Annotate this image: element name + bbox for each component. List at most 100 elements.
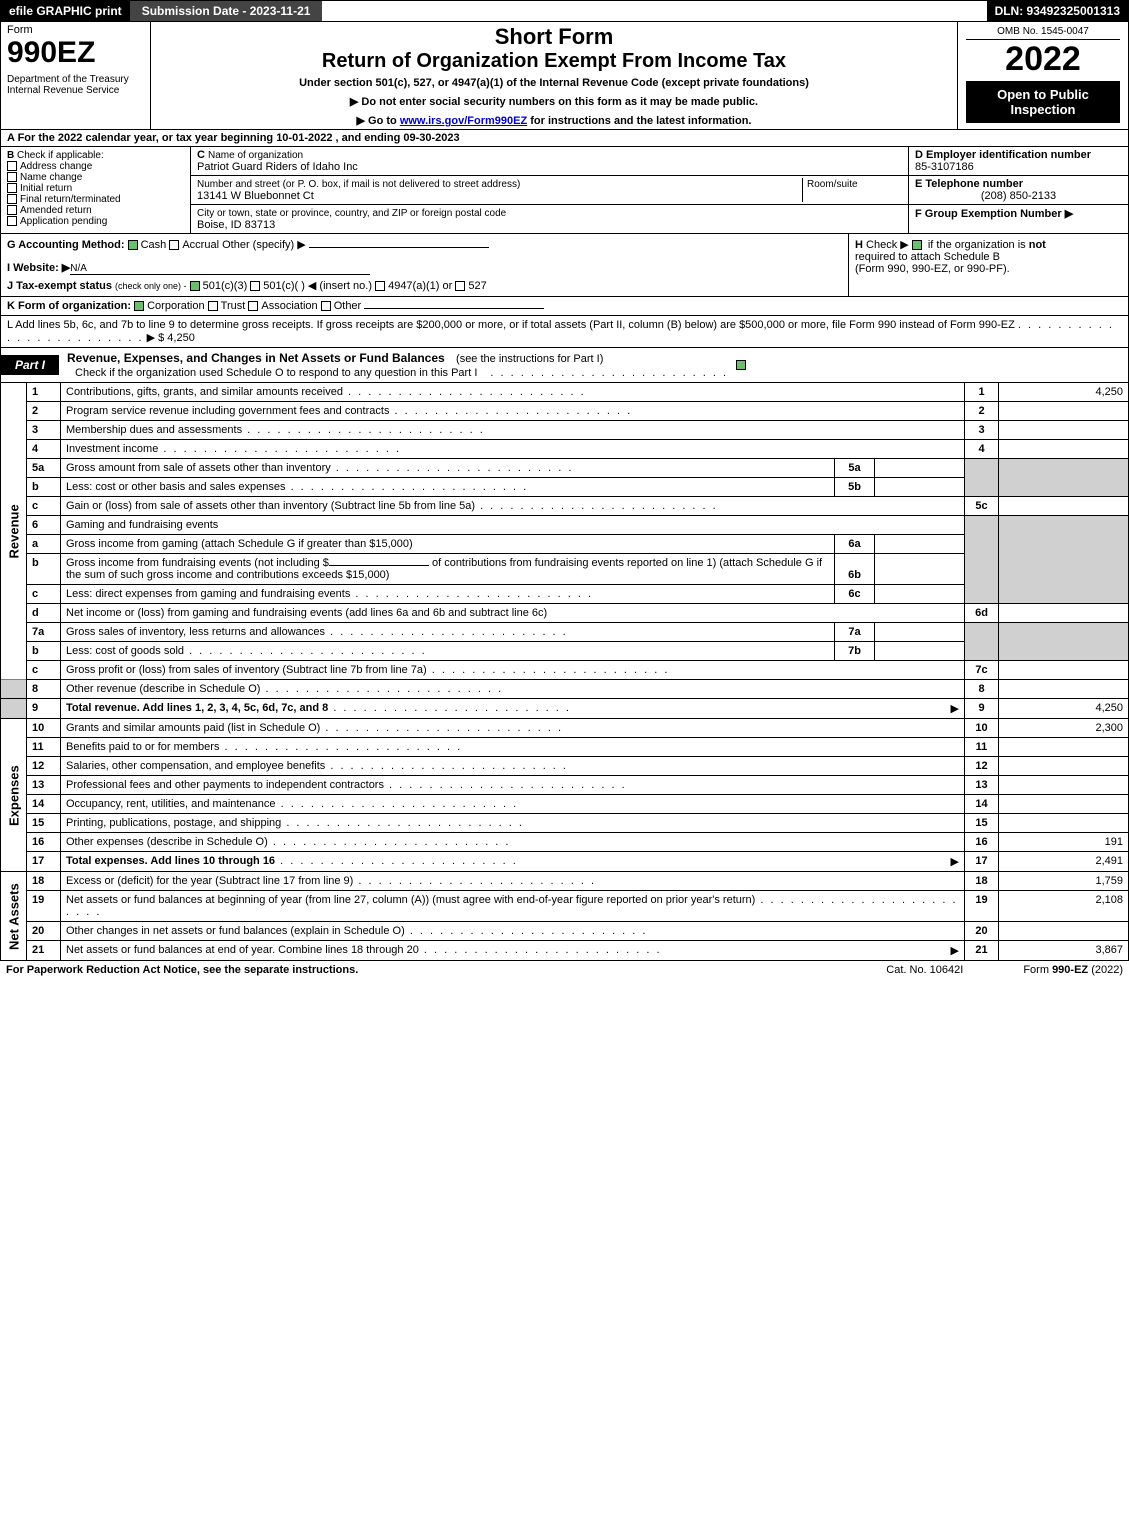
h-check: Check ▶ bbox=[866, 239, 909, 251]
lbl-other-org: Other bbox=[334, 300, 362, 312]
l-amount: 4,250 bbox=[167, 332, 195, 344]
chk-schedule-o[interactable] bbox=[736, 360, 746, 370]
part1-table: Revenue 1 Contributions, gifts, grants, … bbox=[0, 383, 1129, 961]
form-number: 990EZ bbox=[7, 36, 144, 70]
chk-application-pending[interactable] bbox=[7, 216, 17, 226]
goto-pre: ▶ Go to bbox=[357, 115, 400, 127]
website: N/A bbox=[70, 263, 370, 275]
g-label: G Accounting Method: bbox=[7, 239, 125, 251]
line-10: Expenses10Grants and similar amounts pai… bbox=[1, 719, 1129, 738]
chk-other-org[interactable] bbox=[321, 301, 331, 311]
part1-dots bbox=[477, 367, 728, 379]
line-18: Net Assets18Excess or (deficit) for the … bbox=[1, 872, 1129, 891]
k-label: K Form of organization: bbox=[7, 300, 131, 312]
part1-paren: (see the instructions for Part I) bbox=[448, 353, 603, 365]
line-5b: bLess: cost or other basis and sales exp… bbox=[1, 478, 1129, 497]
line-6c: cLess: direct expenses from gaming and f… bbox=[1, 585, 1129, 604]
b-letter: B bbox=[7, 150, 14, 161]
room-label: Room/suite bbox=[807, 179, 858, 190]
footer-catno: Cat. No. 10642I bbox=[886, 964, 963, 976]
box-def: D Employer identification number 85-3107… bbox=[908, 147, 1128, 233]
f-label: F Group Exemption Number ▶ bbox=[915, 208, 1073, 220]
line-6a: aGross income from gaming (attach Schedu… bbox=[1, 535, 1129, 554]
lbl-address-change: Address change bbox=[20, 161, 92, 172]
lbl-association: Association bbox=[261, 300, 317, 312]
other-org-input[interactable] bbox=[364, 308, 544, 309]
footer-left: For Paperwork Reduction Act Notice, see … bbox=[6, 964, 358, 976]
line-7a: 7aGross sales of inventory, less returns… bbox=[1, 623, 1129, 642]
chk-501c[interactable] bbox=[250, 281, 260, 291]
row-l: L Add lines 5b, 6c, and 7b to line 9 to … bbox=[0, 316, 1129, 348]
line-14: 14Occupancy, rent, utilities, and mainte… bbox=[1, 795, 1129, 814]
h-t4: (Form 990, 990-EZ, or 990-PF). bbox=[855, 263, 1010, 275]
lbl-application-pending: Application pending bbox=[20, 216, 107, 227]
line6b-amount-input[interactable] bbox=[329, 565, 429, 566]
c-letter: C bbox=[197, 149, 205, 161]
org-name: Patriot Guard Riders of Idaho Inc bbox=[197, 161, 358, 173]
city-state-zip: Boise, ID 83713 bbox=[197, 219, 275, 231]
chk-501c3[interactable] bbox=[190, 281, 200, 291]
j-label: J Tax-exempt status bbox=[7, 280, 112, 292]
netassets-vlabel: Net Assets bbox=[1, 872, 27, 961]
instruction-ssn: ▶ Do not enter social security numbers o… bbox=[157, 95, 951, 108]
h-t3: required to attach Schedule B bbox=[855, 251, 1000, 263]
line-1: Revenue 1 Contributions, gifts, grants, … bbox=[1, 383, 1129, 402]
h-not: not bbox=[1029, 239, 1046, 251]
lbl-4947: 4947(a)(1) or bbox=[388, 280, 452, 292]
h-letter: H bbox=[855, 239, 863, 251]
section-bcdef: B Check if applicable: Address change Na… bbox=[0, 147, 1129, 234]
department: Department of the Treasury Internal Reve… bbox=[7, 74, 144, 96]
irs-link[interactable]: www.irs.gov/Form990EZ bbox=[400, 115, 527, 127]
part1-tab: Part I bbox=[1, 355, 59, 375]
lbl-other-method: Other (specify) ▶ bbox=[222, 239, 306, 251]
chk-final-return[interactable] bbox=[7, 194, 17, 204]
chk-corporation[interactable] bbox=[134, 301, 144, 311]
city-label: City or town, state or province, country… bbox=[197, 208, 506, 219]
dln: DLN: 93492325001313 bbox=[987, 1, 1128, 21]
section-gh: G Accounting Method: Cash Accrual Other … bbox=[0, 234, 1129, 297]
line-4: 4Investment income4 bbox=[1, 440, 1129, 459]
line-15: 15Printing, publications, postage, and s… bbox=[1, 814, 1129, 833]
line-7c: cGross profit or (loss) from sales of in… bbox=[1, 661, 1129, 680]
chk-cash[interactable] bbox=[128, 240, 138, 250]
chk-4947[interactable] bbox=[375, 281, 385, 291]
c-name-label: Name of organization bbox=[208, 150, 303, 161]
part1-check-text: Check if the organization used Schedule … bbox=[67, 367, 477, 379]
lbl-amended-return: Amended return bbox=[20, 205, 92, 216]
chk-association[interactable] bbox=[248, 301, 258, 311]
lbl-accrual: Accrual bbox=[182, 239, 219, 251]
line-6b: bGross income from fundraising events (n… bbox=[1, 554, 1129, 585]
chk-name-change[interactable] bbox=[7, 172, 17, 182]
lbl-527: 527 bbox=[468, 280, 486, 292]
chk-527[interactable] bbox=[455, 281, 465, 291]
chk-initial-return[interactable] bbox=[7, 183, 17, 193]
j-sub: (check only one) - bbox=[115, 281, 187, 291]
page-footer: For Paperwork Reduction Act Notice, see … bbox=[0, 961, 1129, 979]
line-9: 9Total revenue. Add lines 1, 2, 3, 4, 5c… bbox=[1, 699, 1129, 719]
chk-trust[interactable] bbox=[208, 301, 218, 311]
form-word: Form bbox=[7, 24, 144, 36]
chk-address-change[interactable] bbox=[7, 161, 17, 171]
chk-schedule-b[interactable] bbox=[912, 240, 922, 250]
line-16: 16Other expenses (describe in Schedule O… bbox=[1, 833, 1129, 852]
chk-accrual[interactable] bbox=[169, 240, 179, 250]
tax-year: 2022 bbox=[966, 40, 1120, 79]
lbl-initial-return: Initial return bbox=[20, 183, 72, 194]
line-17: 17Total expenses. Add lines 10 through 1… bbox=[1, 852, 1129, 872]
goto-post: for instructions and the latest informat… bbox=[527, 115, 751, 127]
street-address: 13141 W Bluebonnet Ct bbox=[197, 190, 314, 202]
other-method-input[interactable] bbox=[309, 247, 489, 248]
e-label: E Telephone number bbox=[915, 178, 1023, 190]
line-6: 6Gaming and fundraising events bbox=[1, 516, 1129, 535]
line-21: 21Net assets or fund balances at end of … bbox=[1, 941, 1129, 961]
street-label: Number and street (or P. O. box, if mail… bbox=[197, 179, 520, 190]
line-8: 8Other revenue (describe in Schedule O)8 bbox=[1, 680, 1129, 699]
revenue-vlabel: Revenue bbox=[1, 383, 27, 680]
open-public-badge: Open to Public Inspection bbox=[966, 81, 1120, 123]
line-3: 3Membership dues and assessments3 bbox=[1, 421, 1129, 440]
chk-amended-return[interactable] bbox=[7, 205, 17, 215]
efile-print-label[interactable]: efile GRAPHIC print bbox=[1, 1, 130, 21]
l-text: L Add lines 5b, 6c, and 7b to line 9 to … bbox=[7, 319, 1015, 331]
expenses-vlabel: Expenses bbox=[1, 719, 27, 872]
lbl-final-return: Final return/terminated bbox=[20, 194, 121, 205]
